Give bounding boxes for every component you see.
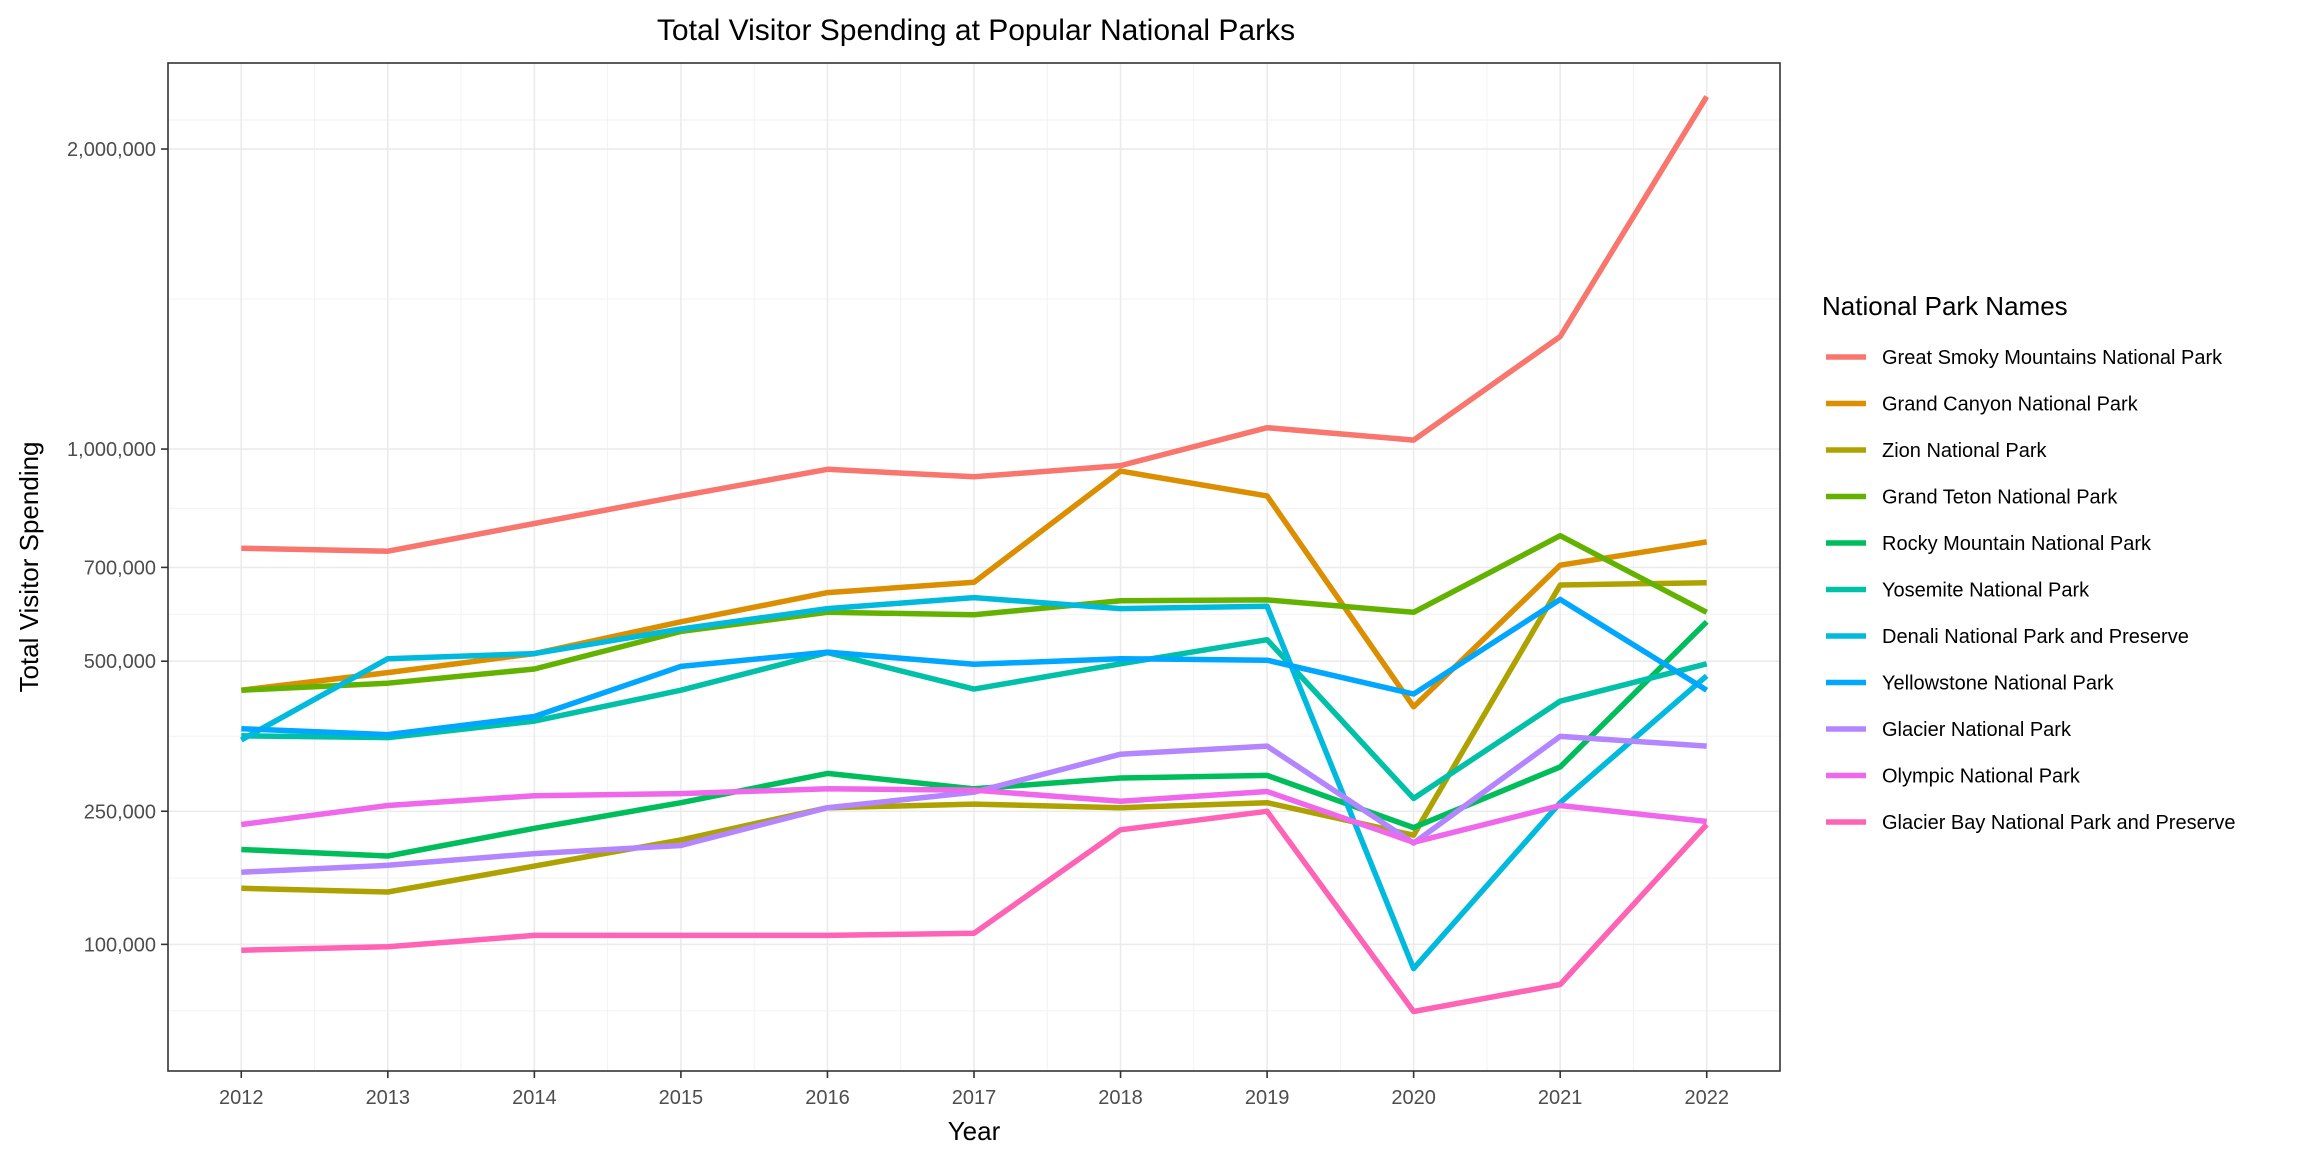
legend-label: Rocky Mountain National Park [1882, 533, 2152, 555]
legend-label: Glacier Bay National Park and Preserve [1882, 812, 2236, 834]
series-line [240, 786, 1707, 846]
x-axis-title: Year [948, 1116, 1001, 1146]
legend-label: Grand Teton National Park [1882, 487, 2118, 509]
y-tick-label: 250,000 [84, 801, 156, 823]
y-tick-label: 500,000 [84, 651, 156, 673]
series-line [239, 594, 1709, 972]
y-tick-label: 1,000,000 [67, 439, 156, 461]
series-line [241, 579, 1707, 895]
legend-title: National Park Names [1822, 291, 2068, 321]
legend-label: Yosemite National Park [1882, 580, 2090, 602]
x-tick-label: 2012 [219, 1087, 264, 1109]
series-line [241, 596, 1709, 738]
legend-label: Glacier National Park [1882, 719, 2072, 741]
series-line [241, 636, 1708, 802]
legend-label: Yellowstone National Park [1882, 673, 2115, 695]
legend-label: Olympic National Park [1882, 766, 2081, 788]
legend-label: Great Smoky Mountains National Park [1882, 347, 2223, 369]
legend-items: Great Smoky Mountains National Park Grand… [1826, 347, 2236, 834]
x-tick-label: 2014 [512, 1087, 557, 1109]
chart-title: Total Visitor Spending at Popular Nation… [657, 14, 1295, 47]
legend-label: Zion National Park [1882, 440, 2048, 462]
legend: National Park Names Great Smoky Mountain… [1822, 291, 2236, 834]
x-tick-label: 2020 [1391, 1087, 1436, 1109]
x-tick-label: 2016 [805, 1087, 850, 1109]
x-tick-label: 2018 [1098, 1087, 1143, 1109]
x-tick-label: 2013 [366, 1087, 411, 1109]
series-line [241, 532, 1708, 693]
plot-area [167, 62, 1781, 1072]
y-tick-label: 700,000 [84, 557, 156, 579]
series-line [241, 808, 1709, 1015]
series-line [241, 95, 1710, 554]
x-tick-label: 2022 [1684, 1087, 1729, 1109]
x-tick-label: 2017 [952, 1087, 997, 1109]
y-axis-title: Total Visitor Spending [14, 441, 44, 692]
x-tick-label: 2019 [1245, 1087, 1290, 1109]
legend-label: Denali National Park and Preserve [1882, 626, 2189, 648]
x-tick-label: 2021 [1538, 1087, 1583, 1109]
y-tick-label: 2,000,000 [67, 139, 156, 161]
series-lines [239, 95, 1710, 1015]
x-axis: 2012 2013 2014 2015 2016 2017 2018 2019 2020 2021… [219, 1071, 1729, 1109]
y-tick-label: 100,000 [84, 934, 156, 956]
x-tick-label: 2015 [659, 1087, 704, 1109]
y-axis: 100,000 250,000 500,000 700,000 1,000,000 2,0… [67, 139, 168, 956]
legend-label: Grand Canyon National Park [1882, 394, 2139, 416]
